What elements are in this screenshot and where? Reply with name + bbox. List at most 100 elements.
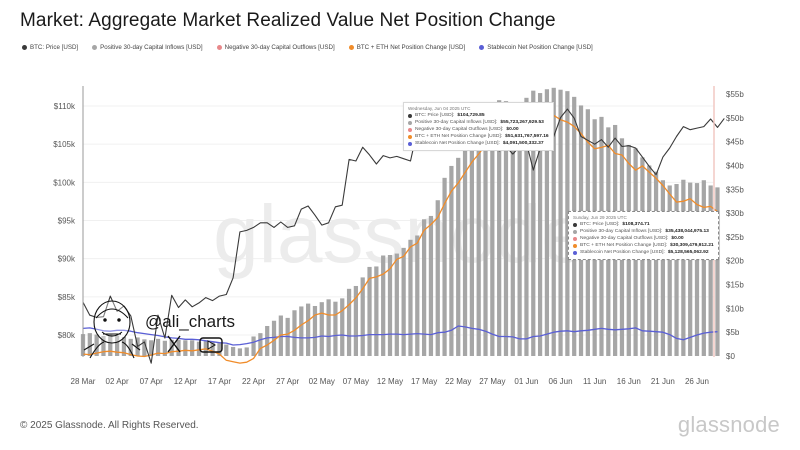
bar-positive-inflow xyxy=(449,165,454,356)
bar-positive-inflow xyxy=(149,340,154,356)
tooltip-row-positive-inflows: Positive 30-day Capital Inflows [USD]: $5… xyxy=(408,120,549,127)
legend-label: Positive 30-day Capital Inflows [USD] xyxy=(100,44,203,51)
tooltip-dot-icon xyxy=(573,230,577,235)
tooltip-value: $30,309,479,912.21 xyxy=(670,242,714,248)
bar-positive-inflow xyxy=(688,182,693,356)
bar-positive-inflow xyxy=(708,185,713,356)
bar-positive-inflow xyxy=(108,334,113,356)
legend-item-stablecoin-net[interactable]: Stablecoin Net Position Change [USD] xyxy=(479,44,593,51)
x-tick-label: 11 Jun xyxy=(583,377,606,386)
bar-positive-inflow xyxy=(128,338,133,356)
bar-positive-inflow xyxy=(415,235,420,356)
bar-positive-inflow xyxy=(442,177,447,356)
bar-positive-inflow xyxy=(230,346,236,356)
bar-positive-inflow xyxy=(510,103,515,357)
bar-positive-inflow xyxy=(653,171,659,356)
bar-positive-inflow xyxy=(312,305,318,356)
bar-positive-inflow xyxy=(87,333,92,356)
x-tick-label: 02 May xyxy=(309,377,335,386)
bar-positive-inflow xyxy=(537,93,543,356)
bar-positive-inflow xyxy=(210,342,215,356)
x-tick-label: 02 Apr xyxy=(106,377,129,386)
legend-label: BTC: Price [USD] xyxy=(30,44,79,51)
tooltip-row-stablecoin-net: Stablecoin Net Position Change [USD]: $4,… xyxy=(408,141,549,148)
tooltip-dot-icon xyxy=(573,250,577,255)
bar-positive-inflow xyxy=(428,215,434,356)
line-btc-eth-net xyxy=(82,109,718,364)
youtube-icon xyxy=(199,337,223,353)
bar-positive-inflow xyxy=(715,187,720,356)
bar-positive-inflow xyxy=(483,121,488,356)
bar-positive-inflow xyxy=(531,90,536,356)
bar-positive-inflow xyxy=(435,200,440,356)
tooltip-row-positive-inflows: Positive 30-day Capital Inflows [USD]: $3… xyxy=(573,229,714,236)
tooltip-value: $35,438,044,975.13 xyxy=(665,228,709,234)
bar-positive-inflow xyxy=(667,185,672,356)
bar-positive-inflow xyxy=(421,219,427,356)
y-tick-label-right: $5b xyxy=(726,328,740,337)
bar-positive-inflow xyxy=(142,339,147,356)
bar-positive-inflow xyxy=(503,101,509,357)
tooltip-row-btc-price: BTC: Price [USD]: $104,729.85 xyxy=(408,113,549,120)
bar-positive-inflow xyxy=(251,336,256,356)
bar-positive-inflow xyxy=(237,348,243,356)
bar-positive-inflow xyxy=(490,107,495,356)
x-tick-label: 26 Jun xyxy=(685,377,709,386)
avatar-sketch-icon xyxy=(83,300,141,359)
bar-positive-inflow xyxy=(299,306,304,356)
legend-item-negative-outflows[interactable]: Negative 30-day Capital Outflows [USD] xyxy=(216,44,335,51)
legend-item-btc-eth-net[interactable]: BTC + ETH Net Position Change [USD] xyxy=(348,44,465,51)
watermark-handle: @ali_charts xyxy=(145,312,236,331)
tooltip-dot-icon xyxy=(573,244,577,249)
y-axis-left-labels: $80k $85k $90k $95k $100k $105k $110k xyxy=(53,102,76,340)
tooltip-row-btc-eth-net: BTC + ETH Net Position Change [USD]: $51,… xyxy=(408,134,549,141)
y-tick-label-left: $85k xyxy=(58,293,76,302)
tooltip-row-negative-outflows: Negative 30-day Capital Outflows [USD]: $… xyxy=(573,236,714,243)
bar-positive-inflow xyxy=(681,179,686,356)
y-tick-label-right: $0 xyxy=(726,352,735,361)
tooltip-row-stablecoin-net: Stablecoin Net Position Change [USD]: $5,… xyxy=(573,250,714,257)
watermark-glassnode: glassnode xyxy=(213,189,587,280)
bar-positive-inflow xyxy=(360,277,365,356)
copyright-text: © 2025 Glassnode. All Rights Reserved. xyxy=(20,420,199,431)
bar-positive-inflow xyxy=(190,340,195,356)
tooltip-label: Negative 30-day Capital Outflows [USD]: xyxy=(415,126,504,132)
bar-positive-inflow xyxy=(701,180,706,356)
bar-positive-inflow xyxy=(674,184,679,356)
bar-positive-inflow xyxy=(340,298,345,356)
bar-positive-inflow xyxy=(394,253,399,356)
x-tick-label: 12 Apr xyxy=(174,377,197,386)
legend-dot-icon xyxy=(22,45,27,50)
y-tick-label-right: $45b xyxy=(726,138,744,147)
tooltip-label: BTC: Price [USD]: xyxy=(415,112,455,118)
bar-positive-inflow xyxy=(381,255,386,356)
tooltip-dot-icon xyxy=(573,223,577,228)
y-tick-label-left: $95k xyxy=(58,217,76,226)
tooltip-label: BTC + ETH Net Position Change [USD]: xyxy=(415,133,503,139)
tooltip-value: $51,631,767,597.16 xyxy=(505,133,549,139)
legend-item-positive-inflows[interactable]: Positive 30-day Capital Inflows [USD] xyxy=(92,44,203,51)
legend-dot-icon xyxy=(216,45,222,50)
bar-positive-inflow xyxy=(292,310,297,356)
bar-positive-inflow xyxy=(121,336,127,356)
y-tick-label-right: $30b xyxy=(726,209,744,218)
bar-positive-inflow xyxy=(367,266,372,356)
tooltip-value: $0.00 xyxy=(671,235,684,241)
bar-positive-inflow xyxy=(319,302,324,356)
bar-positive-inflow xyxy=(224,344,229,356)
x-tick-label: 07 May xyxy=(343,377,369,386)
bar-positive-inflow xyxy=(401,247,406,356)
bar-positive-inflow xyxy=(326,299,331,356)
legend-dot-icon xyxy=(92,45,98,50)
bar-positive-inflow xyxy=(162,340,167,356)
bar-positive-inflow xyxy=(258,333,263,356)
bar-positive-inflow xyxy=(183,340,188,356)
line-stablecoin-net xyxy=(82,325,718,346)
x-tick-label: 17 May xyxy=(411,377,437,386)
bar-positive-inflow xyxy=(353,285,359,356)
x-tick-label: 12 May xyxy=(377,377,403,386)
tooltip-row-negative-outflows: Negative 30-day Capital Outflows [USD]: $… xyxy=(408,127,549,134)
y-tick-label-left: $90k xyxy=(58,255,76,264)
bar-positive-inflow xyxy=(114,335,120,356)
legend-item-btc-price[interactable]: BTC: Price [USD] xyxy=(22,44,78,51)
